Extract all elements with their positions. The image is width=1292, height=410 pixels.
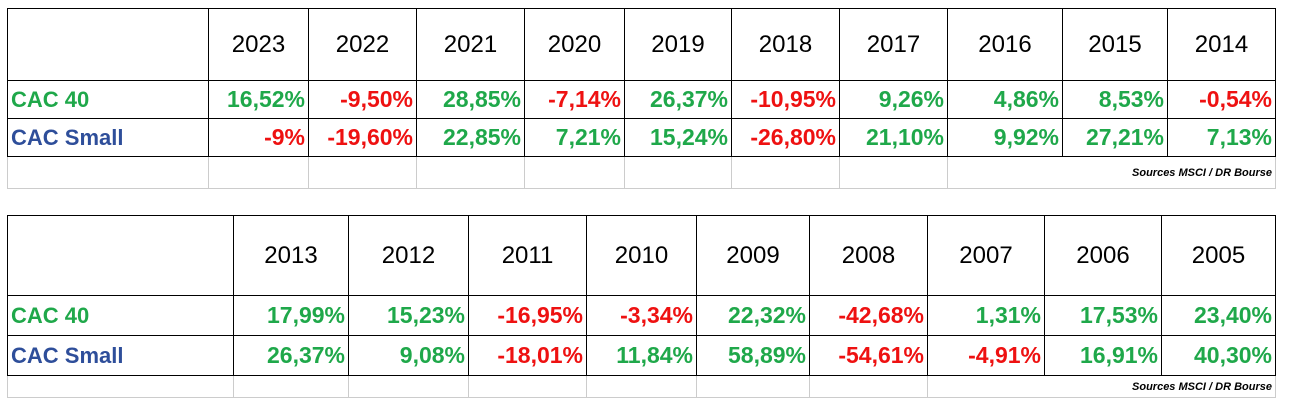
empty-cell: [416, 156, 525, 189]
table-row: CAC 40 16,52% -9,50% 28,85% -7,14% 26,37…: [7, 80, 1276, 119]
year-header: 2019: [624, 8, 732, 81]
source-note: Sources MSCI / DR Bourse: [927, 375, 1276, 398]
performance-cell: -9%: [208, 118, 309, 157]
performance-cell: 26,37%: [233, 335, 349, 376]
performance-cell: -19,60%: [308, 118, 417, 157]
row-label-cac-small: CAC Small: [7, 335, 234, 376]
corner-cell: [7, 215, 234, 296]
performance-cell: 16,52%: [208, 80, 309, 119]
empty-cell: [348, 375, 469, 398]
annual-performance-table-2023-2014: 2023 2022 2021 2020 2019 2018 2017 2016 …: [7, 8, 1276, 189]
year-header: 2005: [1161, 215, 1276, 296]
performance-cell: 7,21%: [524, 118, 625, 157]
performance-cell: 1,31%: [927, 295, 1045, 336]
performance-cell: -42,68%: [809, 295, 928, 336]
empty-cell: [696, 375, 810, 398]
empty-cell: [624, 156, 732, 189]
performance-cell: 28,85%: [416, 80, 525, 119]
performance-cell: 27,21%: [1062, 118, 1168, 157]
year-header: 2013: [233, 215, 349, 296]
performance-cell: 16,91%: [1044, 335, 1162, 376]
row-label-cac40: CAC 40: [7, 295, 234, 336]
empty-cell: [308, 156, 417, 189]
performance-cell: 17,99%: [233, 295, 349, 336]
performance-cell: 7,13%: [1167, 118, 1276, 157]
year-header: 2022: [308, 8, 417, 81]
performance-cell: 4,86%: [947, 80, 1063, 119]
performance-cell: -3,34%: [586, 295, 697, 336]
empty-cell: [586, 375, 697, 398]
year-header: 2023: [208, 8, 309, 81]
performance-cell: 22,85%: [416, 118, 525, 157]
year-header: 2014: [1167, 8, 1276, 81]
header-row: 2013 2012 2011 2010 2009 2008 2007 2006 …: [7, 215, 1276, 296]
empty-cell: [524, 156, 625, 189]
source-note: Sources MSCI / DR Bourse: [947, 156, 1276, 189]
year-header: 2015: [1062, 8, 1168, 81]
year-header: 2020: [524, 8, 625, 81]
empty-cell: [208, 156, 309, 189]
performance-cell: 8,53%: [1062, 80, 1168, 119]
performance-cell: -54,61%: [809, 335, 928, 376]
year-header: 2016: [947, 8, 1063, 81]
year-header: 2021: [416, 8, 525, 81]
table-row: CAC Small -9% -19,60% 22,85% 7,21% 15,24…: [7, 118, 1276, 157]
performance-cell: -26,80%: [731, 118, 840, 157]
performance-cell: 9,92%: [947, 118, 1063, 157]
source-row: Sources MSCI / DR Bourse: [7, 375, 1276, 398]
performance-cell: -4,91%: [927, 335, 1045, 376]
source-row: Sources MSCI / DR Bourse: [7, 156, 1276, 189]
year-header: 2012: [348, 215, 469, 296]
year-header: 2010: [586, 215, 697, 296]
performance-cell: 23,40%: [1161, 295, 1276, 336]
annual-performance-table-2013-2005: 2013 2012 2011 2010 2009 2008 2007 2006 …: [7, 215, 1276, 398]
empty-cell: [809, 375, 928, 398]
performance-cell: 15,23%: [348, 295, 469, 336]
table-row: CAC Small 26,37% 9,08% -18,01% 11,84% 58…: [7, 335, 1276, 376]
row-label-cac-small: CAC Small: [7, 118, 209, 157]
header-row: 2023 2022 2021 2020 2019 2018 2017 2016 …: [7, 8, 1276, 81]
performance-cell: 11,84%: [586, 335, 697, 376]
empty-cell: [233, 375, 349, 398]
corner-cell: [7, 8, 209, 81]
performance-cell: -7,14%: [524, 80, 625, 119]
year-header: 2011: [468, 215, 587, 296]
year-header: 2018: [731, 8, 840, 81]
row-label-cac40: CAC 40: [7, 80, 209, 119]
year-header: 2006: [1044, 215, 1162, 296]
performance-cell: 21,10%: [839, 118, 948, 157]
performance-cell: -16,95%: [468, 295, 587, 336]
empty-cell: [839, 156, 948, 189]
performance-cell: -10,95%: [731, 80, 840, 119]
year-header: 2007: [927, 215, 1045, 296]
performance-cell: 17,53%: [1044, 295, 1162, 336]
year-header: 2009: [696, 215, 810, 296]
performance-cell: 22,32%: [696, 295, 810, 336]
performance-cell: 26,37%: [624, 80, 732, 119]
performance-cell: 58,89%: [696, 335, 810, 376]
performance-cell: -18,01%: [468, 335, 587, 376]
performance-cell: 9,08%: [348, 335, 469, 376]
performance-cell: -0,54%: [1167, 80, 1276, 119]
table-row: CAC 40 17,99% 15,23% -16,95% -3,34% 22,3…: [7, 295, 1276, 336]
year-header: 2017: [839, 8, 948, 81]
empty-cell: [7, 156, 209, 189]
year-header: 2008: [809, 215, 928, 296]
performance-cell: 40,30%: [1161, 335, 1276, 376]
performance-cell: 9,26%: [839, 80, 948, 119]
performance-cell: 15,24%: [624, 118, 732, 157]
empty-cell: [731, 156, 840, 189]
empty-cell: [468, 375, 587, 398]
empty-cell: [7, 375, 234, 398]
performance-cell: -9,50%: [308, 80, 417, 119]
